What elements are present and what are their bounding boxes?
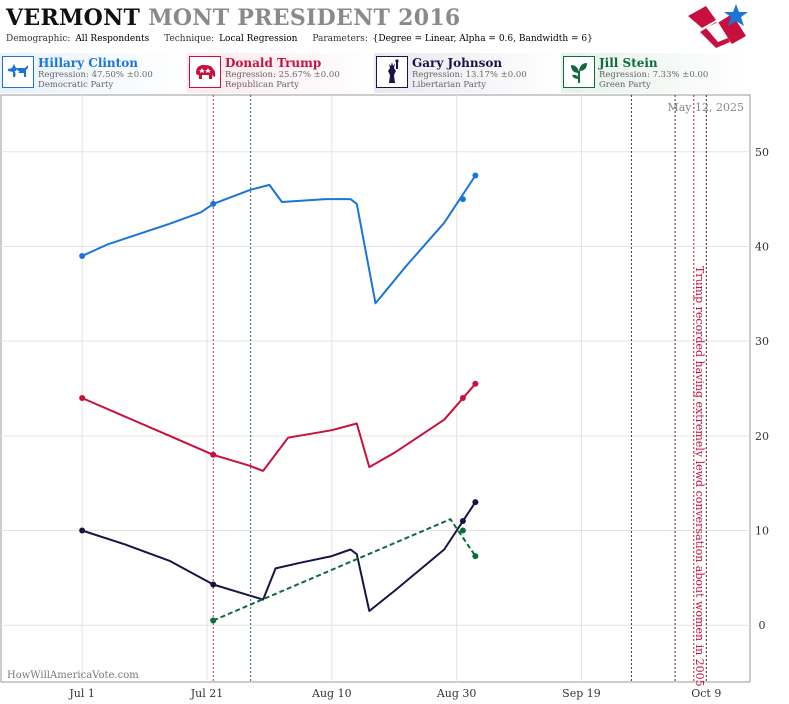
data-point — [459, 196, 466, 203]
data-point — [210, 200, 217, 207]
demographic-value: All Respondents — [75, 34, 150, 44]
candidate-name: Jill Stein — [599, 56, 658, 70]
x-tick-label: Aug 10 — [311, 687, 352, 700]
polling-chart: 0 10 20 30 40 50 Jul 1 Jul 21 Aug 10 Aug 30 Sep 1… — [0, 94, 769, 700]
parameters-label: Parameters: — [312, 34, 368, 44]
candidate-regression: Regression: 47.50% ±0.00 — [38, 70, 153, 80]
legend-item-stein: Jill Stein Regression: 7.33% ±0.00 Green… — [561, 53, 748, 93]
candidate-regression: Regression: 25.67% ±0.00 — [225, 70, 340, 80]
x-tick-label: Jul 1 — [68, 687, 95, 700]
data-point — [79, 527, 86, 534]
candidate-regression: Regression: 7.33% ±0.00 — [599, 70, 709, 80]
elephant-icon — [189, 56, 221, 88]
series-line — [81, 501, 477, 612]
event-annotation: Trump recorded having extremely lewd con… — [693, 266, 706, 687]
legend-item-trump: Donald Trump Regression: 25.67% ±0.00 Re… — [187, 53, 374, 93]
technique-value: Local Regression — [219, 34, 298, 44]
y-tick-label: 40 — [755, 240, 769, 253]
x-tick-label: Sep 19 — [562, 687, 601, 700]
legend-item-johnson: Gary Johnson Regression: 13.17% ±0.00 Li… — [374, 53, 561, 93]
y-tick-label: 50 — [755, 146, 769, 159]
series-donald-trump — [79, 380, 479, 472]
date-label: May 12, 2025 — [667, 101, 744, 114]
data-point — [472, 553, 479, 560]
header: VERMONT MONT PRESIDENT 2016 Demographic:… — [0, 0, 789, 52]
series-gary-johnson — [79, 499, 479, 612]
candidate-legend: Hillary Clinton Regression: 47.50% ±0.00… — [0, 53, 789, 93]
data-point — [459, 518, 466, 525]
data-point — [210, 581, 217, 588]
data-point — [210, 451, 217, 458]
candidate-name: Gary Johnson — [412, 56, 503, 70]
y-tick-label: 30 — [755, 335, 769, 348]
liberty-statue-icon — [376, 56, 408, 88]
grid-y — [1, 151, 750, 626]
candidate-name: Hillary Clinton — [38, 56, 138, 70]
data-point — [459, 527, 466, 534]
legend-item-clinton: Hillary Clinton Regression: 47.50% ±0.00… — [0, 53, 187, 93]
watermark-text: HowWillAmericaVote.com — [7, 670, 139, 681]
data-point — [210, 617, 217, 624]
series-lines — [79, 172, 479, 624]
series-hillary-clinton — [79, 172, 479, 305]
y-tick-label: 20 — [755, 430, 769, 443]
technique-label: Technique: — [164, 34, 215, 44]
data-point — [79, 252, 86, 259]
page-title: VERMONT MONT PRESIDENT 2016 — [6, 5, 461, 31]
data-point — [472, 172, 479, 179]
x-tick-label: Aug 30 — [436, 687, 477, 700]
candidate-party: Democratic Party — [38, 80, 114, 90]
demographic-label: Demographic: — [6, 34, 71, 44]
donkey-icon — [2, 56, 34, 88]
data-point — [79, 394, 86, 401]
series-line — [81, 383, 477, 472]
x-tick-labels: Jul 1 Jul 21 Aug 10 Aug 30 Sep 19 Oct 9 — [68, 687, 721, 700]
star-flag-logo-icon — [688, 4, 748, 48]
y-tick-label: 0 — [759, 619, 766, 632]
data-point — [459, 394, 466, 401]
plot-area — [0, 94, 751, 683]
candidate-party: Republican Party — [225, 80, 299, 90]
parameters-line: Demographic: All Respondents Technique: … — [6, 34, 605, 44]
series-line — [81, 174, 477, 305]
title-rest: MONT PRESIDENT 2016 — [148, 5, 461, 31]
y-tick-label: 10 — [755, 525, 769, 538]
leaf-icon — [563, 56, 595, 88]
parameters-value: {Degree = Linear, Alpha = 0.6, Bandwidth… — [372, 34, 593, 44]
y-tick-labels: 0 10 20 30 40 50 — [755, 146, 769, 632]
series-jill-stein — [210, 518, 479, 624]
x-tick-label: Oct 9 — [691, 687, 721, 700]
candidate-party: Libertarian Party — [412, 80, 487, 90]
series-line — [212, 518, 477, 622]
title-state: VERMONT — [6, 5, 141, 31]
candidate-party: Green Party — [599, 80, 651, 90]
candidate-regression: Regression: 13.17% ±0.00 — [412, 70, 527, 80]
x-tick-label: Jul 21 — [190, 687, 224, 700]
data-point — [472, 380, 479, 387]
candidate-name: Donald Trump — [225, 56, 322, 70]
data-point — [472, 499, 479, 506]
